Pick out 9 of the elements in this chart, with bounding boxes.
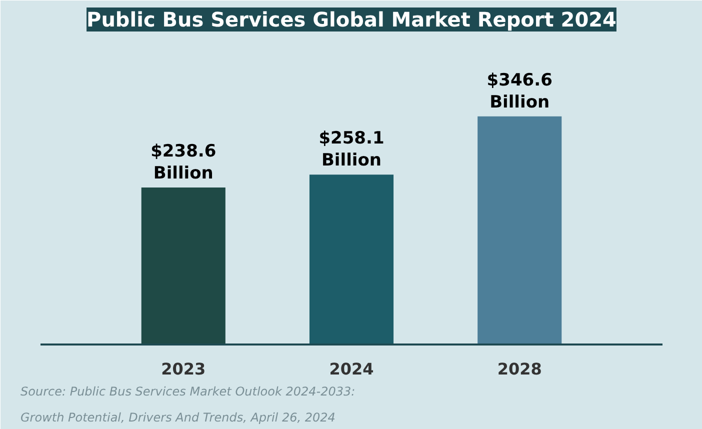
data-label: $238.6 Billion [150, 141, 216, 184]
chart-title: Public Bus Services Global Market Report 2024 [86, 8, 616, 32]
x-tick-label: 2024 [329, 360, 374, 378]
x-tick-label: 2028 [497, 360, 542, 378]
source-note: Source: Public Bus Services Market Outlook 2024-2033: [20, 384, 356, 398]
data-label: $346.6 Billion [486, 70, 552, 112]
x-tick-label: 2023 [161, 360, 206, 378]
data-label: $258.1 Billion [318, 128, 384, 171]
text: Growth Potential, Drivers And Trends, April 26, 2024 [20, 410, 336, 424]
